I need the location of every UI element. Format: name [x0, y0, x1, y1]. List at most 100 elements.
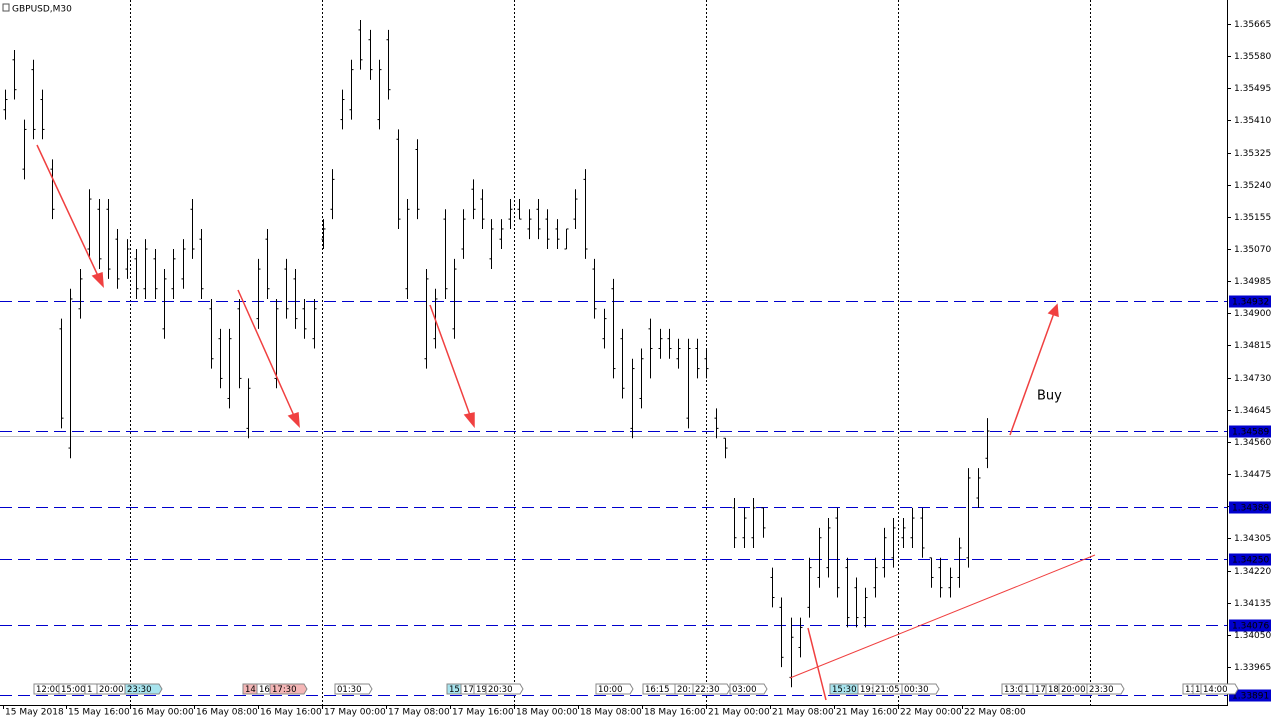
event-tag-label: 00:30 [904, 685, 929, 695]
event-tag [334, 683, 373, 695]
event-tag-label: 21:05 [875, 685, 900, 695]
y-tick-label: 1.33965 [1234, 663, 1271, 673]
event-tag-label: 17:30 [272, 685, 297, 695]
event-tag-label: 1 [1024, 685, 1029, 695]
trend-line [807, 627, 827, 701]
level-label-box [1229, 295, 1271, 308]
x-tick-label: 17 May 16:00 [452, 708, 514, 718]
level-label: 1.34076 [1232, 622, 1269, 632]
x-tick-label: 18 May 08:00 [580, 708, 642, 718]
event-tag-label: 14:00 [1203, 685, 1228, 695]
x-tick-label: 16 May 16:00 [260, 708, 322, 718]
event-tag-label: 14 [245, 685, 256, 695]
x-tick-label: 16 May 00:00 [132, 708, 194, 718]
x-tick-label: 15 May 2018 [5, 708, 64, 718]
y-tick-label: 1.35410 [1234, 116, 1271, 126]
x-tick-label: 18 May 00:00 [516, 708, 578, 718]
x-tick-label: 17 May 08:00 [388, 708, 450, 718]
event-tag-label: 22:30 [695, 685, 720, 695]
x-tick-label: 18 May 16:00 [644, 708, 706, 718]
event-tag-label: 10:00 [598, 685, 623, 695]
y-tick-label: 1.35155 [1234, 213, 1271, 223]
price-axis-labels: 1.35665 1.35580 1.35495 1.35410 1.35325 1.352… [1227, 20, 1271, 702]
arrow-head [1047, 303, 1059, 318]
level-label-box [1229, 553, 1271, 566]
event-tag [1086, 683, 1125, 695]
event-tag-label: 20:30 [488, 685, 513, 695]
y-tick-label: 1.34900 [1234, 309, 1271, 319]
event-tag-label: 01:30 [337, 685, 362, 695]
level-label: 1.33891 [1232, 692, 1269, 702]
event-tag-label: 1 [87, 685, 92, 695]
event-tag [595, 683, 634, 695]
event-tag-label: 16:15 [645, 685, 670, 695]
time-axis-labels: 15 May 2018 15 May 16:00 16 May 00:00 16 Ma… [3, 705, 1026, 718]
level-label: 1.34932 [1232, 298, 1269, 308]
y-tick-label: 1.34730 [1234, 374, 1271, 384]
arrow-line [429, 304, 472, 419]
symbol-icon [2, 3, 10, 12]
event-tag-label: 23:30 [1089, 685, 1114, 695]
event-tag-label: 17 [1035, 685, 1046, 695]
trend-line [789, 554, 1096, 679]
event-tag-label: 19 [476, 685, 487, 695]
event-tag [901, 683, 940, 695]
event-tag-label: 15:30 [832, 685, 857, 695]
event-tag [729, 683, 768, 695]
x-tick-label: 22 May 00:00 [900, 708, 962, 718]
level-label-box [1229, 689, 1271, 702]
y-tick-label: 1.34220 [1234, 567, 1271, 577]
event-tag-label: 1 [1195, 685, 1200, 695]
x-tick-label: 21 May 16:00 [836, 708, 898, 718]
event-tag [692, 683, 731, 695]
event-tag-label: 19: [860, 685, 874, 695]
x-tick-label: 16 May 08:00 [196, 708, 258, 718]
y-tick-label: 1.35325 [1234, 149, 1271, 159]
y-tick-label: 1.34050 [1234, 631, 1271, 641]
x-tick-label: 21 May 00:00 [708, 708, 770, 718]
y-tick-label: 1.35070 [1234, 245, 1271, 255]
level-label-box [1229, 501, 1271, 514]
annotation: Buy [1037, 389, 1062, 404]
y-tick-label: 1.34985 [1234, 277, 1271, 287]
y-tick-label: 1.35580 [1234, 52, 1271, 62]
level-label: 1.34389 [1232, 504, 1269, 514]
level-label-box [1229, 619, 1271, 632]
event-tag-label: 18 [1048, 685, 1059, 695]
x-tick-label: 15 May 16:00 [68, 708, 130, 718]
arrow-head [91, 271, 104, 288]
y-tick-label: 1.35665 [1234, 20, 1271, 30]
x-tick-label: 22 May 08:00 [964, 708, 1026, 718]
event-tag-label: 11 [1185, 685, 1196, 695]
event-tag-label: 03:00 [732, 685, 757, 695]
event-tag-label: 20:00 [1061, 685, 1086, 695]
y-tick-label: 1.34475 [1234, 470, 1271, 480]
drawings [36, 144, 1096, 701]
level-label-box [1229, 425, 1271, 438]
y-tick-label: 1.35240 [1234, 181, 1271, 191]
x-tick-label: 21 May 08:00 [772, 708, 834, 718]
level-label: 1.34589 [1232, 428, 1269, 438]
y-tick-label: 1.34135 [1234, 599, 1271, 609]
event-tag [269, 683, 308, 695]
event-tag-label: 15: [449, 685, 463, 695]
arrow-line [1009, 312, 1055, 436]
y-tick-label: 1.34815 [1234, 341, 1271, 351]
event-tag-label: 23:30 [127, 685, 152, 695]
arrow-line [237, 289, 296, 419]
y-tick-label: 1.34560 [1234, 438, 1271, 448]
chart-title: GBPUSD,M30 [12, 5, 72, 15]
event-tag-label: 13:00 [1004, 685, 1029, 695]
arrow-head [463, 412, 475, 429]
event-tag [485, 683, 524, 695]
event-tag-label: 16 [259, 685, 270, 695]
y-tick-label: 1.34645 [1234, 406, 1271, 416]
arrow-line [36, 144, 100, 279]
bars [3, 20, 990, 688]
event-tag [1200, 683, 1239, 695]
event-tag-label: 15:00 [61, 685, 86, 695]
event-tag-label: 17 [463, 685, 474, 695]
